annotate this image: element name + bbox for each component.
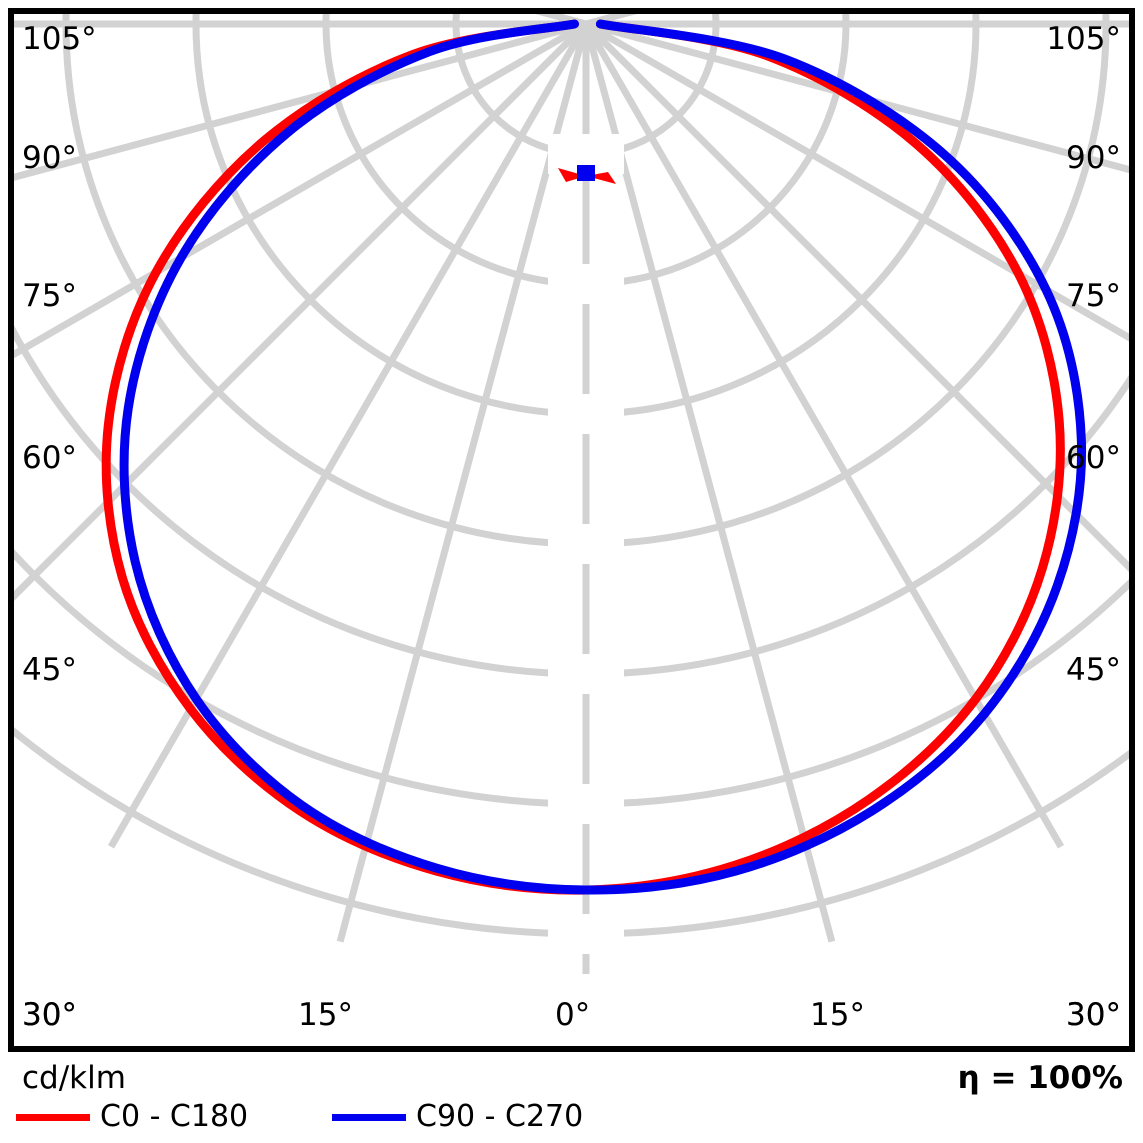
grid-spoke--60 (14, 20, 588, 359)
right-angle-tick-4: 45° (1066, 652, 1121, 688)
left-angle-tick-5: 30° (22, 997, 77, 1033)
bottom-angle-tick-0: 15° (298, 997, 353, 1033)
grid-spoke--30 (107, 22, 590, 849)
legend-swatch-c90-c270 (332, 1113, 406, 1121)
distribution-curves (101, 19, 1087, 895)
bottom-angle-tick-2: 15° (810, 997, 865, 1033)
polar-grid-and-curves (14, 14, 1129, 974)
left-angle-tick-0: 105° (22, 21, 97, 57)
legend-swatch-c0-c180 (16, 1113, 90, 1121)
grid-spoke-15 (582, 23, 836, 943)
grid-spoke-60 (584, 20, 1129, 342)
legend-label-c90-c270: C90 - C270 (416, 1099, 584, 1134)
polar-grid (14, 14, 1129, 974)
radial-value-slot-7 (548, 914, 624, 954)
grid-spoke-30 (582, 22, 1065, 849)
left-angle-tick-3: 60° (22, 440, 77, 476)
bottom-tick-30-left: 30° (22, 997, 77, 1033)
right-angle-tick-3: 60° (1066, 440, 1121, 476)
radial-value-slot-6 (548, 784, 624, 824)
curve-c90-c270 (119, 19, 1087, 895)
legend: cd/klm η = 100% C0 - C180 C90 - C270 (0, 1052, 1143, 1143)
left-angle-tick-2: 75° (22, 278, 77, 314)
unit-label: cd/klm (22, 1060, 126, 1096)
grid-spoke--75 (14, 20, 587, 181)
right-angle-tick-5: 30° (1066, 997, 1121, 1033)
legend-label-c0-c180: C0 - C180 (100, 1099, 249, 1134)
radial-value-slot-2 (548, 264, 624, 304)
legend-item-c90-c270[interactable]: C90 - C270 (332, 1102, 583, 1132)
grid-spoke--15 (336, 23, 590, 943)
bottom-angle-tick-1: 0° (555, 997, 591, 1033)
left-angle-tick-4: 45° (22, 652, 77, 688)
radial-value-slot-3 (548, 394, 624, 434)
grid-spoke-45 (583, 21, 1129, 572)
bottom-tick-30-right: 30° (1066, 997, 1121, 1033)
apex-marker (577, 165, 595, 181)
right-angle-tick-1: 90° (1066, 140, 1121, 176)
plot-frame (8, 8, 1135, 1052)
grid-spoke--45 (14, 21, 589, 601)
radial-value-slot-5 (548, 654, 624, 694)
right-angle-tick-2: 75° (1066, 278, 1121, 314)
legend-item-c0-c180[interactable]: C0 - C180 (16, 1102, 248, 1132)
radial-value-slot-4 (548, 524, 624, 564)
apex-spike-left (558, 168, 586, 182)
efficiency-label: η = 100% (957, 1060, 1123, 1096)
grid-spoke-75 (585, 20, 1129, 174)
left-angle-tick-1: 90° (22, 140, 77, 176)
right-angle-tick-0: 105° (1046, 21, 1121, 57)
